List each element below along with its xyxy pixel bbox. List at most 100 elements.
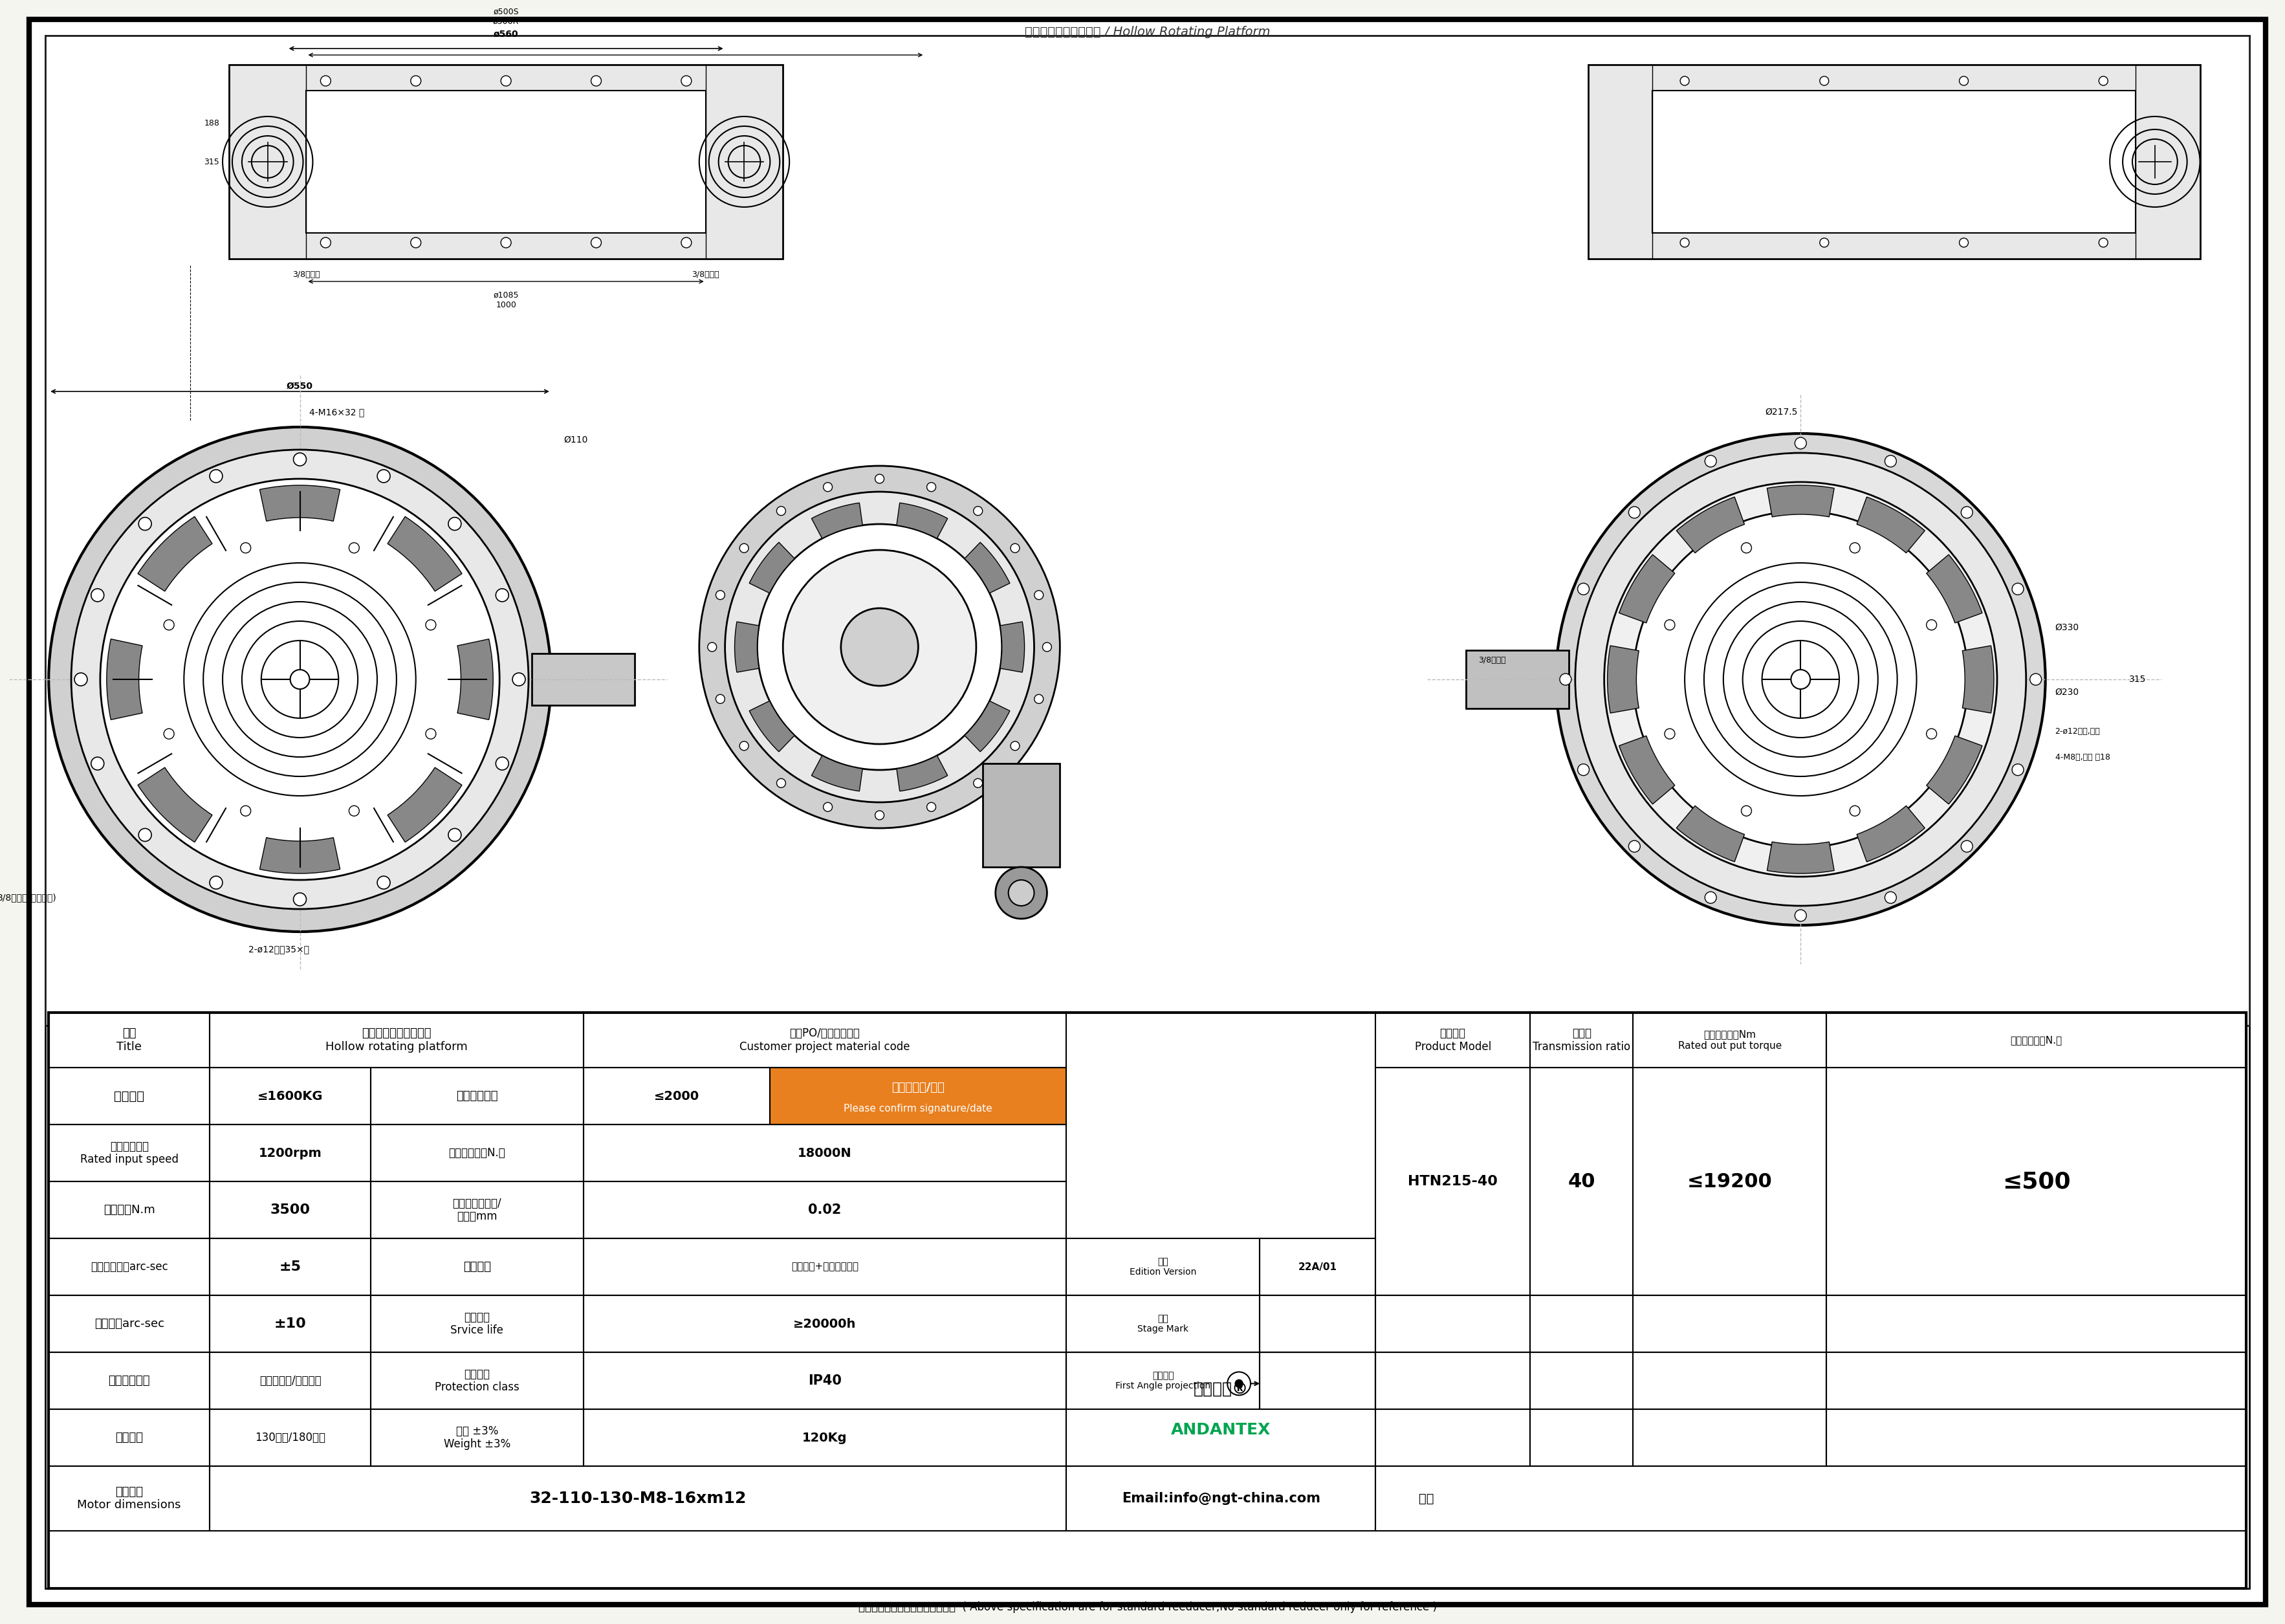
- Circle shape: [1577, 583, 1590, 594]
- Circle shape: [875, 810, 884, 820]
- Circle shape: [2029, 674, 2041, 685]
- Bar: [1634, 1296, 1826, 1353]
- Circle shape: [708, 643, 717, 651]
- Circle shape: [320, 237, 331, 248]
- Circle shape: [996, 867, 1047, 919]
- Bar: [583, 1410, 1067, 1466]
- Text: 188: 188: [203, 119, 219, 127]
- Text: Please confirm signature/date: Please confirm signature/date: [843, 1104, 992, 1114]
- Circle shape: [1851, 806, 1860, 815]
- Bar: [1376, 1296, 1531, 1353]
- Circle shape: [1604, 482, 1997, 877]
- Bar: [229, 65, 784, 258]
- Circle shape: [292, 453, 306, 466]
- Bar: [770, 1067, 1067, 1124]
- Text: 传动比
Transmission ratio: 传动比 Transmission ratio: [1533, 1028, 1631, 1052]
- Bar: [1376, 1353, 1531, 1410]
- Bar: [1826, 1067, 2246, 1296]
- Bar: [1376, 1410, 1531, 1466]
- Text: 版次
Edition Version: 版次 Edition Version: [1129, 1257, 1197, 1276]
- Circle shape: [2100, 239, 2107, 247]
- Circle shape: [681, 237, 692, 248]
- Text: 3500: 3500: [270, 1203, 311, 1216]
- Wedge shape: [811, 503, 861, 539]
- Wedge shape: [1926, 736, 1981, 804]
- Wedge shape: [1766, 841, 1835, 874]
- Wedge shape: [749, 542, 795, 593]
- Circle shape: [1819, 239, 1828, 247]
- Circle shape: [1008, 880, 1035, 906]
- Circle shape: [290, 669, 308, 689]
- Circle shape: [377, 469, 391, 482]
- Circle shape: [841, 609, 919, 685]
- Text: ±5: ±5: [279, 1260, 302, 1273]
- Circle shape: [740, 742, 749, 750]
- Bar: [1531, 1013, 1634, 1067]
- Text: Email:info@ngt-china.com: Email:info@ngt-china.com: [1122, 1492, 1321, 1505]
- Circle shape: [1561, 674, 1572, 685]
- Text: ø500S: ø500S: [494, 8, 519, 16]
- Circle shape: [784, 551, 976, 744]
- Circle shape: [1741, 542, 1753, 554]
- Circle shape: [973, 778, 983, 788]
- Circle shape: [75, 672, 87, 685]
- Text: ≤1600KG: ≤1600KG: [258, 1090, 322, 1103]
- Text: 标记
Stage Mark: 标记 Stage Mark: [1138, 1314, 1188, 1333]
- Text: ≤500: ≤500: [2002, 1171, 2070, 1192]
- Text: 1200rpm: 1200rpm: [258, 1147, 322, 1160]
- Text: 使用寿命
Srvice life: 使用寿命 Srvice life: [450, 1311, 503, 1337]
- Circle shape: [2100, 76, 2107, 86]
- Text: 重量 ±3%
Weight ±3%: 重量 ±3% Weight ±3%: [443, 1426, 510, 1450]
- Wedge shape: [964, 542, 1010, 593]
- Bar: [1531, 1353, 1634, 1410]
- Circle shape: [2013, 763, 2025, 776]
- Circle shape: [2013, 583, 2025, 594]
- Bar: [1067, 1466, 1376, 1531]
- Bar: [1376, 1067, 1531, 1296]
- Bar: [583, 1124, 1067, 1181]
- Circle shape: [699, 466, 1060, 828]
- Bar: [370, 1353, 583, 1410]
- Text: HTN215-40: HTN215-40: [1408, 1176, 1497, 1187]
- Wedge shape: [388, 768, 462, 843]
- Bar: [1531, 1296, 1634, 1353]
- Text: 结构类型: 结构类型: [464, 1260, 491, 1273]
- Wedge shape: [1606, 646, 1638, 713]
- Bar: [1634, 1013, 1826, 1067]
- Text: ø560: ø560: [494, 29, 519, 39]
- Bar: [1067, 1296, 1259, 1353]
- Circle shape: [350, 542, 359, 554]
- Bar: [306, 91, 706, 232]
- Wedge shape: [137, 768, 213, 843]
- Circle shape: [377, 875, 391, 888]
- Text: 允许输入扭矩N.㎜: 允许输入扭矩N.㎜: [2011, 1034, 2063, 1044]
- Bar: [1531, 1410, 1634, 1466]
- Circle shape: [1926, 729, 1938, 739]
- Wedge shape: [388, 516, 462, 591]
- Bar: [1826, 1296, 2246, 1353]
- Text: 客户PO/项目物料编码
Customer project material code: 客户PO/项目物料编码 Customer project material co…: [740, 1028, 909, 1052]
- Circle shape: [1236, 1380, 1243, 1387]
- Bar: [1259, 1239, 1376, 1296]
- Circle shape: [592, 237, 601, 248]
- Bar: [583, 1239, 1067, 1296]
- Bar: [48, 1181, 210, 1239]
- Bar: [1634, 1410, 1826, 1466]
- Bar: [1652, 91, 2136, 232]
- Circle shape: [210, 469, 222, 482]
- Text: 防护等级
Protection class: 防护等级 Protection class: [434, 1367, 519, 1393]
- Bar: [48, 1067, 210, 1124]
- Text: 3/8排气孔: 3/8排气孔: [692, 271, 720, 279]
- Circle shape: [496, 590, 510, 601]
- Text: 凸轮滚子中空旋转平台
Hollow rotating platform: 凸轮滚子中空旋转平台 Hollow rotating platform: [324, 1028, 468, 1052]
- Wedge shape: [457, 638, 494, 719]
- Text: 315: 315: [203, 158, 219, 166]
- Text: Ø230: Ø230: [2054, 689, 2079, 697]
- Text: 设计承重: 设计承重: [114, 1090, 144, 1103]
- Text: 额定输入转速
Rated input speed: 额定输入转速 Rated input speed: [80, 1140, 178, 1166]
- Text: 4-M8孔,均布 规18: 4-M8孔,均布 规18: [2054, 754, 2109, 762]
- Bar: [210, 1181, 370, 1239]
- Circle shape: [1574, 453, 2027, 906]
- Text: 3/8排气孔: 3/8排气孔: [292, 271, 320, 279]
- Wedge shape: [1858, 806, 1924, 862]
